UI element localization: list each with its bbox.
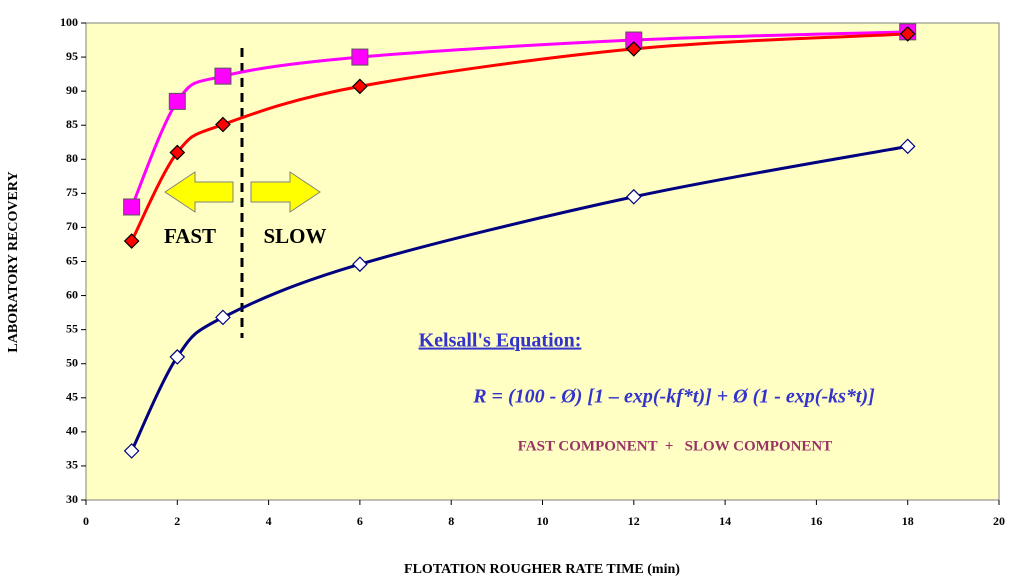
marker (168, 92, 186, 110)
marker (169, 144, 186, 161)
marker (123, 443, 140, 459)
marker (352, 78, 368, 95)
marker (351, 48, 369, 66)
x-tick-label: 14 (719, 514, 731, 528)
y-tick-label: 80 (66, 151, 78, 165)
equation: R = (100 - Ø) [1 – exp(-kf*t)] + Ø (1 - … (472, 386, 875, 408)
x-tick-label: 6 (357, 514, 363, 528)
y-tick-label: 85 (66, 117, 78, 131)
x-tick-label: 18 (902, 514, 914, 528)
marker (123, 233, 140, 249)
equation-title: Kelsall's Equation: (419, 330, 582, 352)
right-arrow (250, 171, 321, 213)
x-tick-label: 4 (266, 514, 272, 528)
y-tick-label: 90 (66, 83, 78, 97)
x-tick-label: 8 (448, 514, 454, 528)
y-tick-label: 50 (66, 355, 78, 369)
marker (215, 116, 231, 133)
y-tick-label: 75 (66, 185, 78, 199)
y-tick-label: 65 (66, 253, 78, 267)
marker (625, 188, 642, 205)
fast-label: FAST (164, 224, 216, 248)
x-tick-label: 2 (174, 514, 180, 528)
y-tick-label: 100 (60, 15, 78, 29)
x-tick-label: 10 (537, 514, 549, 528)
x-tick-label: 16 (810, 514, 822, 528)
left-arrow (164, 171, 234, 213)
plot-area (85, 22, 1000, 501)
x-tick-label: 20 (993, 514, 1005, 528)
y-tick-label: 70 (66, 219, 78, 233)
y-tick-label: 55 (66, 321, 78, 335)
marker (215, 309, 231, 326)
y-tick-label: 45 (66, 390, 78, 404)
marker (214, 67, 232, 85)
y-tick-label: 95 (66, 49, 78, 63)
y-tick-label: 30 (66, 492, 78, 506)
x-axis-title: FLOTATION ROUGHER RATE TIME (min) (404, 562, 680, 577)
marker (352, 256, 368, 273)
marker (123, 198, 141, 216)
slow-label: SLOW (263, 224, 326, 248)
marker (899, 26, 916, 42)
marker (625, 41, 642, 57)
components-label: FAST COMPONENT + SLOW COMPONENT (518, 438, 833, 454)
marker (169, 349, 186, 365)
y-tick-label: 60 (66, 287, 78, 301)
marker (899, 138, 916, 155)
y-axis-title: LABORATORY RECOVERY (6, 171, 21, 352)
y-tick-label: 40 (66, 424, 78, 438)
y-tick-label: 35 (66, 458, 78, 472)
x-tick-label: 12 (628, 514, 640, 528)
x-tick-label: 0 (83, 514, 89, 528)
